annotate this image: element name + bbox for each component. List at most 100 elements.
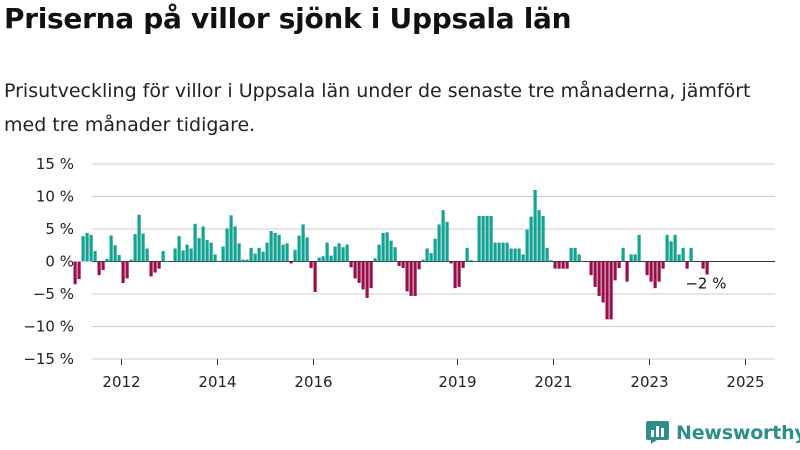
bar (121, 261, 125, 283)
x-tick-label: 2014 (198, 373, 236, 391)
bar (301, 224, 305, 262)
bar (309, 261, 313, 268)
bar (369, 261, 373, 289)
bar (89, 234, 93, 262)
bar (165, 260, 169, 262)
bar (317, 257, 321, 262)
bar (137, 214, 141, 262)
bar (549, 260, 553, 262)
bar (281, 244, 285, 262)
bar (201, 226, 205, 262)
bar (625, 261, 629, 282)
y-tick-label: 15 % (36, 155, 74, 173)
y-tick-label: −10 % (23, 318, 74, 336)
bar (677, 254, 681, 262)
bar (409, 261, 413, 296)
bar (257, 247, 261, 262)
bar (393, 247, 397, 262)
bar (361, 261, 365, 290)
bar (81, 236, 85, 262)
bar (413, 261, 417, 296)
bar (561, 261, 565, 269)
bar (669, 241, 673, 262)
bar (445, 221, 449, 262)
bar (613, 261, 617, 281)
bar (581, 260, 585, 262)
bar (685, 261, 689, 269)
bar (533, 190, 537, 262)
bar (469, 260, 473, 262)
bar (125, 261, 129, 279)
y-tick-label: −15 % (23, 350, 74, 368)
bar (181, 250, 185, 262)
bar (617, 261, 621, 268)
bar (189, 248, 193, 262)
bar (245, 259, 249, 262)
bar (513, 248, 517, 262)
bar (221, 246, 225, 262)
bar (657, 261, 661, 282)
bar (273, 232, 277, 262)
bar (249, 247, 253, 262)
bar (289, 261, 293, 264)
x-tick-label: 2025 (726, 373, 764, 391)
newsworthy-logo-icon (646, 421, 669, 444)
bar (325, 242, 329, 262)
y-tick-label: −5 % (33, 285, 74, 303)
bar (433, 238, 437, 262)
bar (353, 261, 357, 279)
bar (133, 234, 137, 262)
bar (241, 259, 245, 262)
bar (661, 261, 665, 269)
bar (633, 254, 637, 262)
bar (457, 261, 461, 287)
bar (653, 261, 657, 289)
bar (525, 229, 529, 262)
bar (497, 242, 501, 262)
y-tick-label: 0 % (45, 253, 74, 271)
bar (93, 251, 97, 262)
bar (645, 261, 649, 276)
y-tick-label: 5 % (45, 220, 74, 238)
bar (177, 236, 181, 262)
bar (489, 216, 493, 262)
bar (185, 244, 189, 262)
bar (73, 261, 77, 285)
y-tick-label: 10 % (36, 188, 74, 206)
bar (477, 216, 481, 262)
bar (481, 216, 485, 262)
chart-subtitle: Prisutveckling för villor i Uppsala län … (4, 80, 751, 136)
bar (277, 234, 281, 262)
bar (593, 261, 597, 287)
bar (573, 247, 577, 262)
bar (113, 245, 117, 262)
bar (621, 247, 625, 262)
last-value-label: −2 % (685, 275, 726, 293)
bar (397, 261, 401, 267)
bar (537, 210, 541, 262)
bar (705, 261, 709, 275)
bar (485, 216, 489, 262)
bar (161, 251, 165, 262)
bar (77, 261, 81, 280)
x-tick-label: 2021 (534, 373, 572, 391)
bar (285, 243, 289, 262)
bar (229, 215, 233, 262)
bar (313, 261, 317, 293)
bar (505, 242, 509, 262)
bar (197, 238, 201, 262)
bar (465, 247, 469, 262)
bar (557, 261, 561, 269)
bar (541, 216, 545, 262)
bar (337, 243, 341, 262)
bar (253, 253, 257, 262)
bar (117, 255, 121, 262)
bar (429, 253, 433, 262)
bar (421, 259, 425, 262)
bar (225, 228, 229, 262)
bar (377, 244, 381, 262)
bar (333, 246, 337, 262)
bar (529, 216, 533, 262)
bar (389, 240, 393, 262)
